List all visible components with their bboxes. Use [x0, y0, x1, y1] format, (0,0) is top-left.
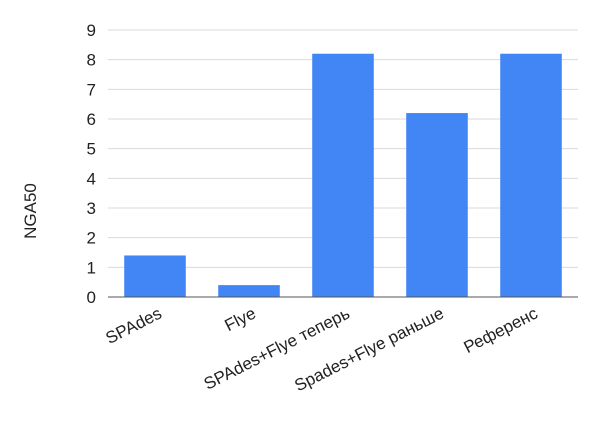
y-tick-label: 8 — [87, 51, 96, 70]
y-tick-label: 4 — [87, 169, 96, 188]
bars — [124, 53, 562, 297]
x-category-label: SPAdes — [103, 304, 165, 348]
y-tick-label: 5 — [87, 140, 96, 159]
y-axis-ticks: 0 1 2 3 4 5 6 7 8 9 — [87, 21, 96, 307]
bar — [124, 255, 186, 297]
bar — [218, 285, 280, 297]
y-axis-title: NGA50 — [21, 183, 40, 239]
bar — [500, 53, 562, 297]
y-tick-label: 2 — [87, 229, 96, 248]
y-tick-label: 0 — [87, 288, 96, 307]
y-tick-label: 6 — [87, 110, 96, 129]
x-category-label: Spades+Flye раньше — [291, 304, 446, 396]
y-tick-label: 1 — [87, 258, 96, 277]
bar — [312, 53, 374, 297]
bar — [406, 113, 468, 297]
x-category-label: Референс — [461, 303, 542, 357]
y-tick-label: 9 — [87, 21, 96, 40]
x-category-label: Flye — [222, 304, 259, 336]
y-tick-label: 7 — [87, 80, 96, 99]
y-tick-label: 3 — [87, 199, 96, 218]
